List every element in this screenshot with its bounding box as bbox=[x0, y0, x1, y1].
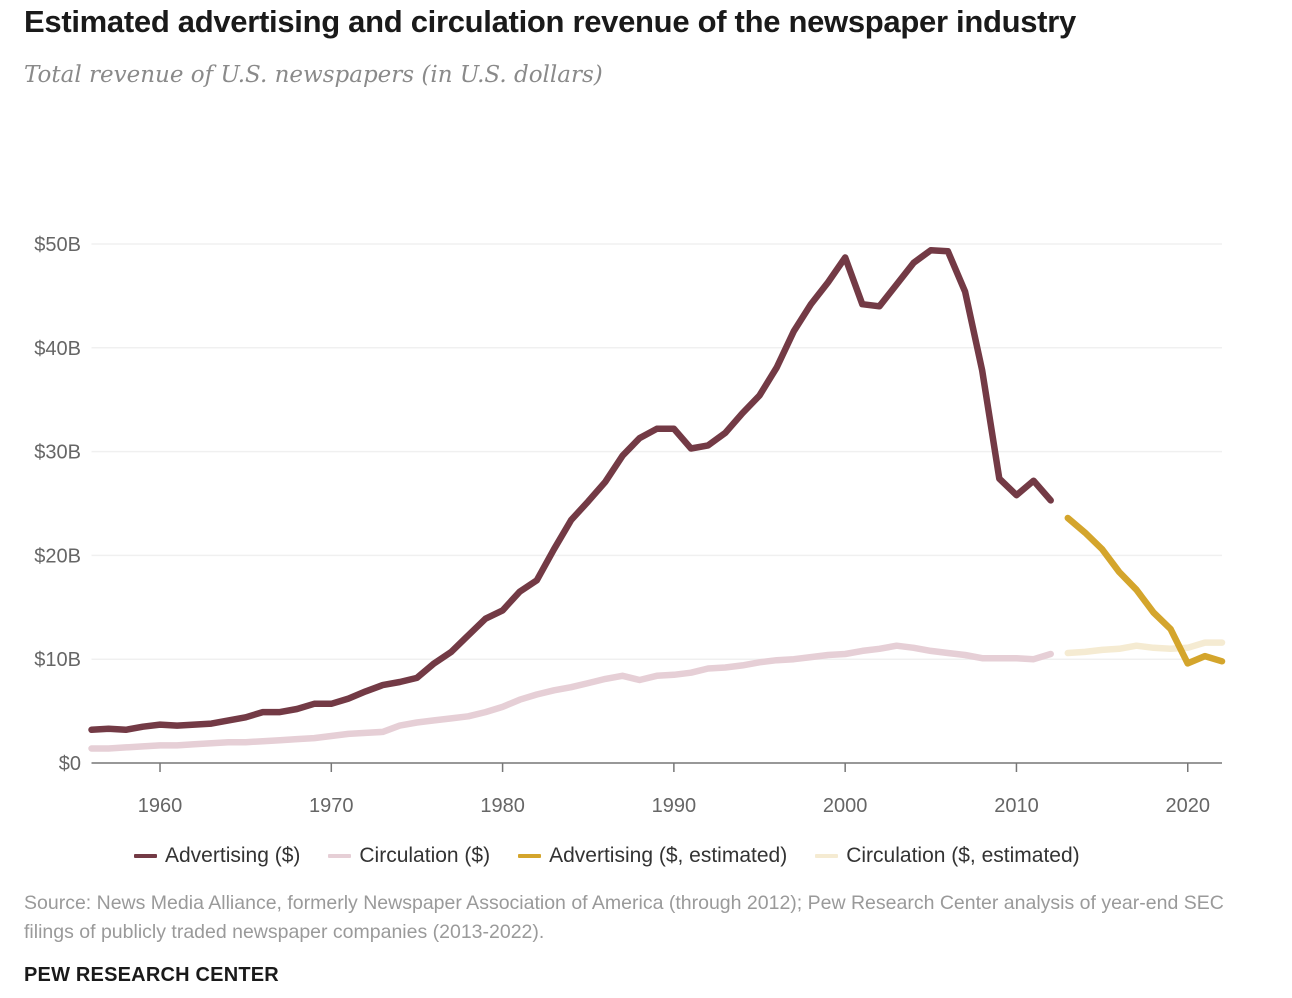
brand-logo-text: PEW RESEARCH CENTER bbox=[24, 964, 279, 986]
x-tick-label: 2020 bbox=[1165, 795, 1210, 817]
gridlines bbox=[91, 243, 1222, 660]
series-line-advertising-estimated bbox=[1064, 514, 1226, 667]
legend-label: Circulation ($) bbox=[359, 844, 491, 867]
x-tick-label: 1970 bbox=[309, 795, 354, 817]
legend-swatch bbox=[328, 854, 352, 858]
y-tick-label: $10B bbox=[34, 649, 81, 671]
x-tick-label: 1980 bbox=[480, 795, 525, 817]
legend-item: Advertising ($) bbox=[134, 844, 300, 868]
legend-item: Circulation ($) bbox=[328, 844, 490, 868]
series-line-advertising bbox=[88, 246, 1054, 734]
y-tick-label: $50B bbox=[34, 234, 81, 256]
series-line-circulation bbox=[88, 642, 1054, 752]
x-axis: 1960 1970 1980 1990 2000 2010 2020 bbox=[91, 762, 1222, 817]
legend-item: Circulation ($, estimated) bbox=[815, 844, 1080, 868]
x-tick-label: 2010 bbox=[994, 795, 1039, 817]
legend-swatch bbox=[518, 854, 542, 858]
series-lines bbox=[88, 246, 1226, 752]
chart-subtitle: Total revenue of U.S. newspapers (in U.S… bbox=[24, 62, 603, 88]
line-chart: $0 $10B $20B $30B $40B $50B 1960 1970 1980 1990 2… bbox=[34, 234, 1226, 817]
legend-label: Circulation ($, estimated) bbox=[846, 844, 1080, 867]
series-line-circulation-estimated bbox=[1064, 639, 1226, 657]
chart-title: Estimated advertising and circulation re… bbox=[24, 4, 1076, 39]
y-tick-label: $40B bbox=[34, 338, 81, 360]
legend: Advertising ($) Circulation ($) Advertisin… bbox=[134, 844, 1108, 868]
x-tick-label: 2000 bbox=[823, 795, 868, 817]
y-tick-label: $20B bbox=[34, 545, 81, 567]
y-axis-labels: $0 $10B $20B $30B $40B $50B bbox=[34, 234, 81, 775]
source-note: Source: News Media Alliance, formerly Ne… bbox=[24, 892, 1224, 943]
legend-label: Advertising ($, estimated) bbox=[549, 844, 788, 867]
legend-swatch bbox=[815, 854, 839, 858]
x-tick-label: 1960 bbox=[138, 795, 183, 817]
legend-item: Advertising ($, estimated) bbox=[518, 844, 787, 868]
y-tick-label: $30B bbox=[34, 442, 81, 464]
y-tick-label: $0 bbox=[59, 753, 81, 775]
legend-swatch bbox=[134, 854, 157, 858]
legend-label: Advertising ($) bbox=[165, 844, 301, 867]
x-tick-label: 1990 bbox=[652, 795, 697, 817]
